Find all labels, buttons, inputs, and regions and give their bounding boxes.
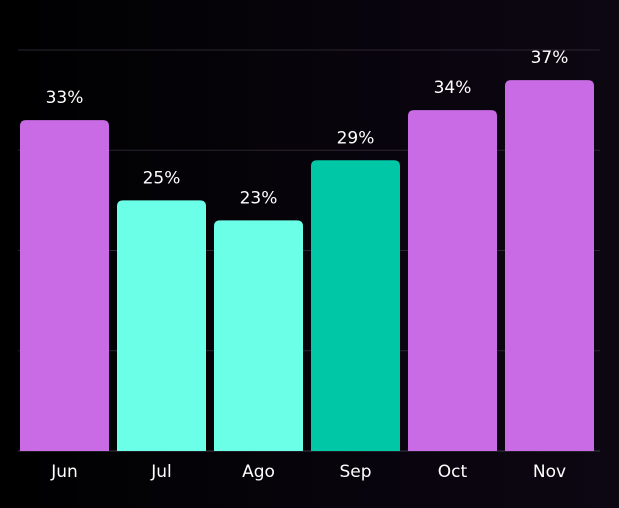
value-labels: 33% 25% 23% 29% 34% 37% bbox=[46, 48, 569, 208]
bar-oct[interactable] bbox=[408, 110, 497, 452]
x-tick-label-nov: Nov bbox=[533, 462, 566, 482]
value-label-ago: 23% bbox=[240, 188, 278, 208]
x-tick-label-oct: Oct bbox=[438, 462, 468, 482]
bars bbox=[20, 80, 594, 452]
bar-jun[interactable] bbox=[20, 120, 109, 452]
value-label-oct: 34% bbox=[434, 78, 472, 98]
bar-nov[interactable] bbox=[505, 80, 594, 451]
bar-sep[interactable] bbox=[311, 160, 400, 451]
bar-ago[interactable] bbox=[214, 220, 303, 451]
value-label-jun: 33% bbox=[46, 88, 84, 108]
value-label-jul: 25% bbox=[143, 168, 181, 188]
value-label-nov: 37% bbox=[531, 48, 569, 68]
bar-jul[interactable] bbox=[117, 200, 206, 451]
x-tick-label-jun: Jun bbox=[50, 462, 78, 482]
x-tick-label-sep: Sep bbox=[339, 462, 371, 482]
value-label-sep: 29% bbox=[337, 128, 375, 148]
gridlines bbox=[18, 49, 600, 452]
x-axis-tick-labels: Jun Jul Ago Sep Oct Nov bbox=[50, 462, 566, 482]
x-tick-label-jul: Jul bbox=[150, 462, 172, 482]
x-tick-label-ago: Ago bbox=[242, 462, 275, 482]
